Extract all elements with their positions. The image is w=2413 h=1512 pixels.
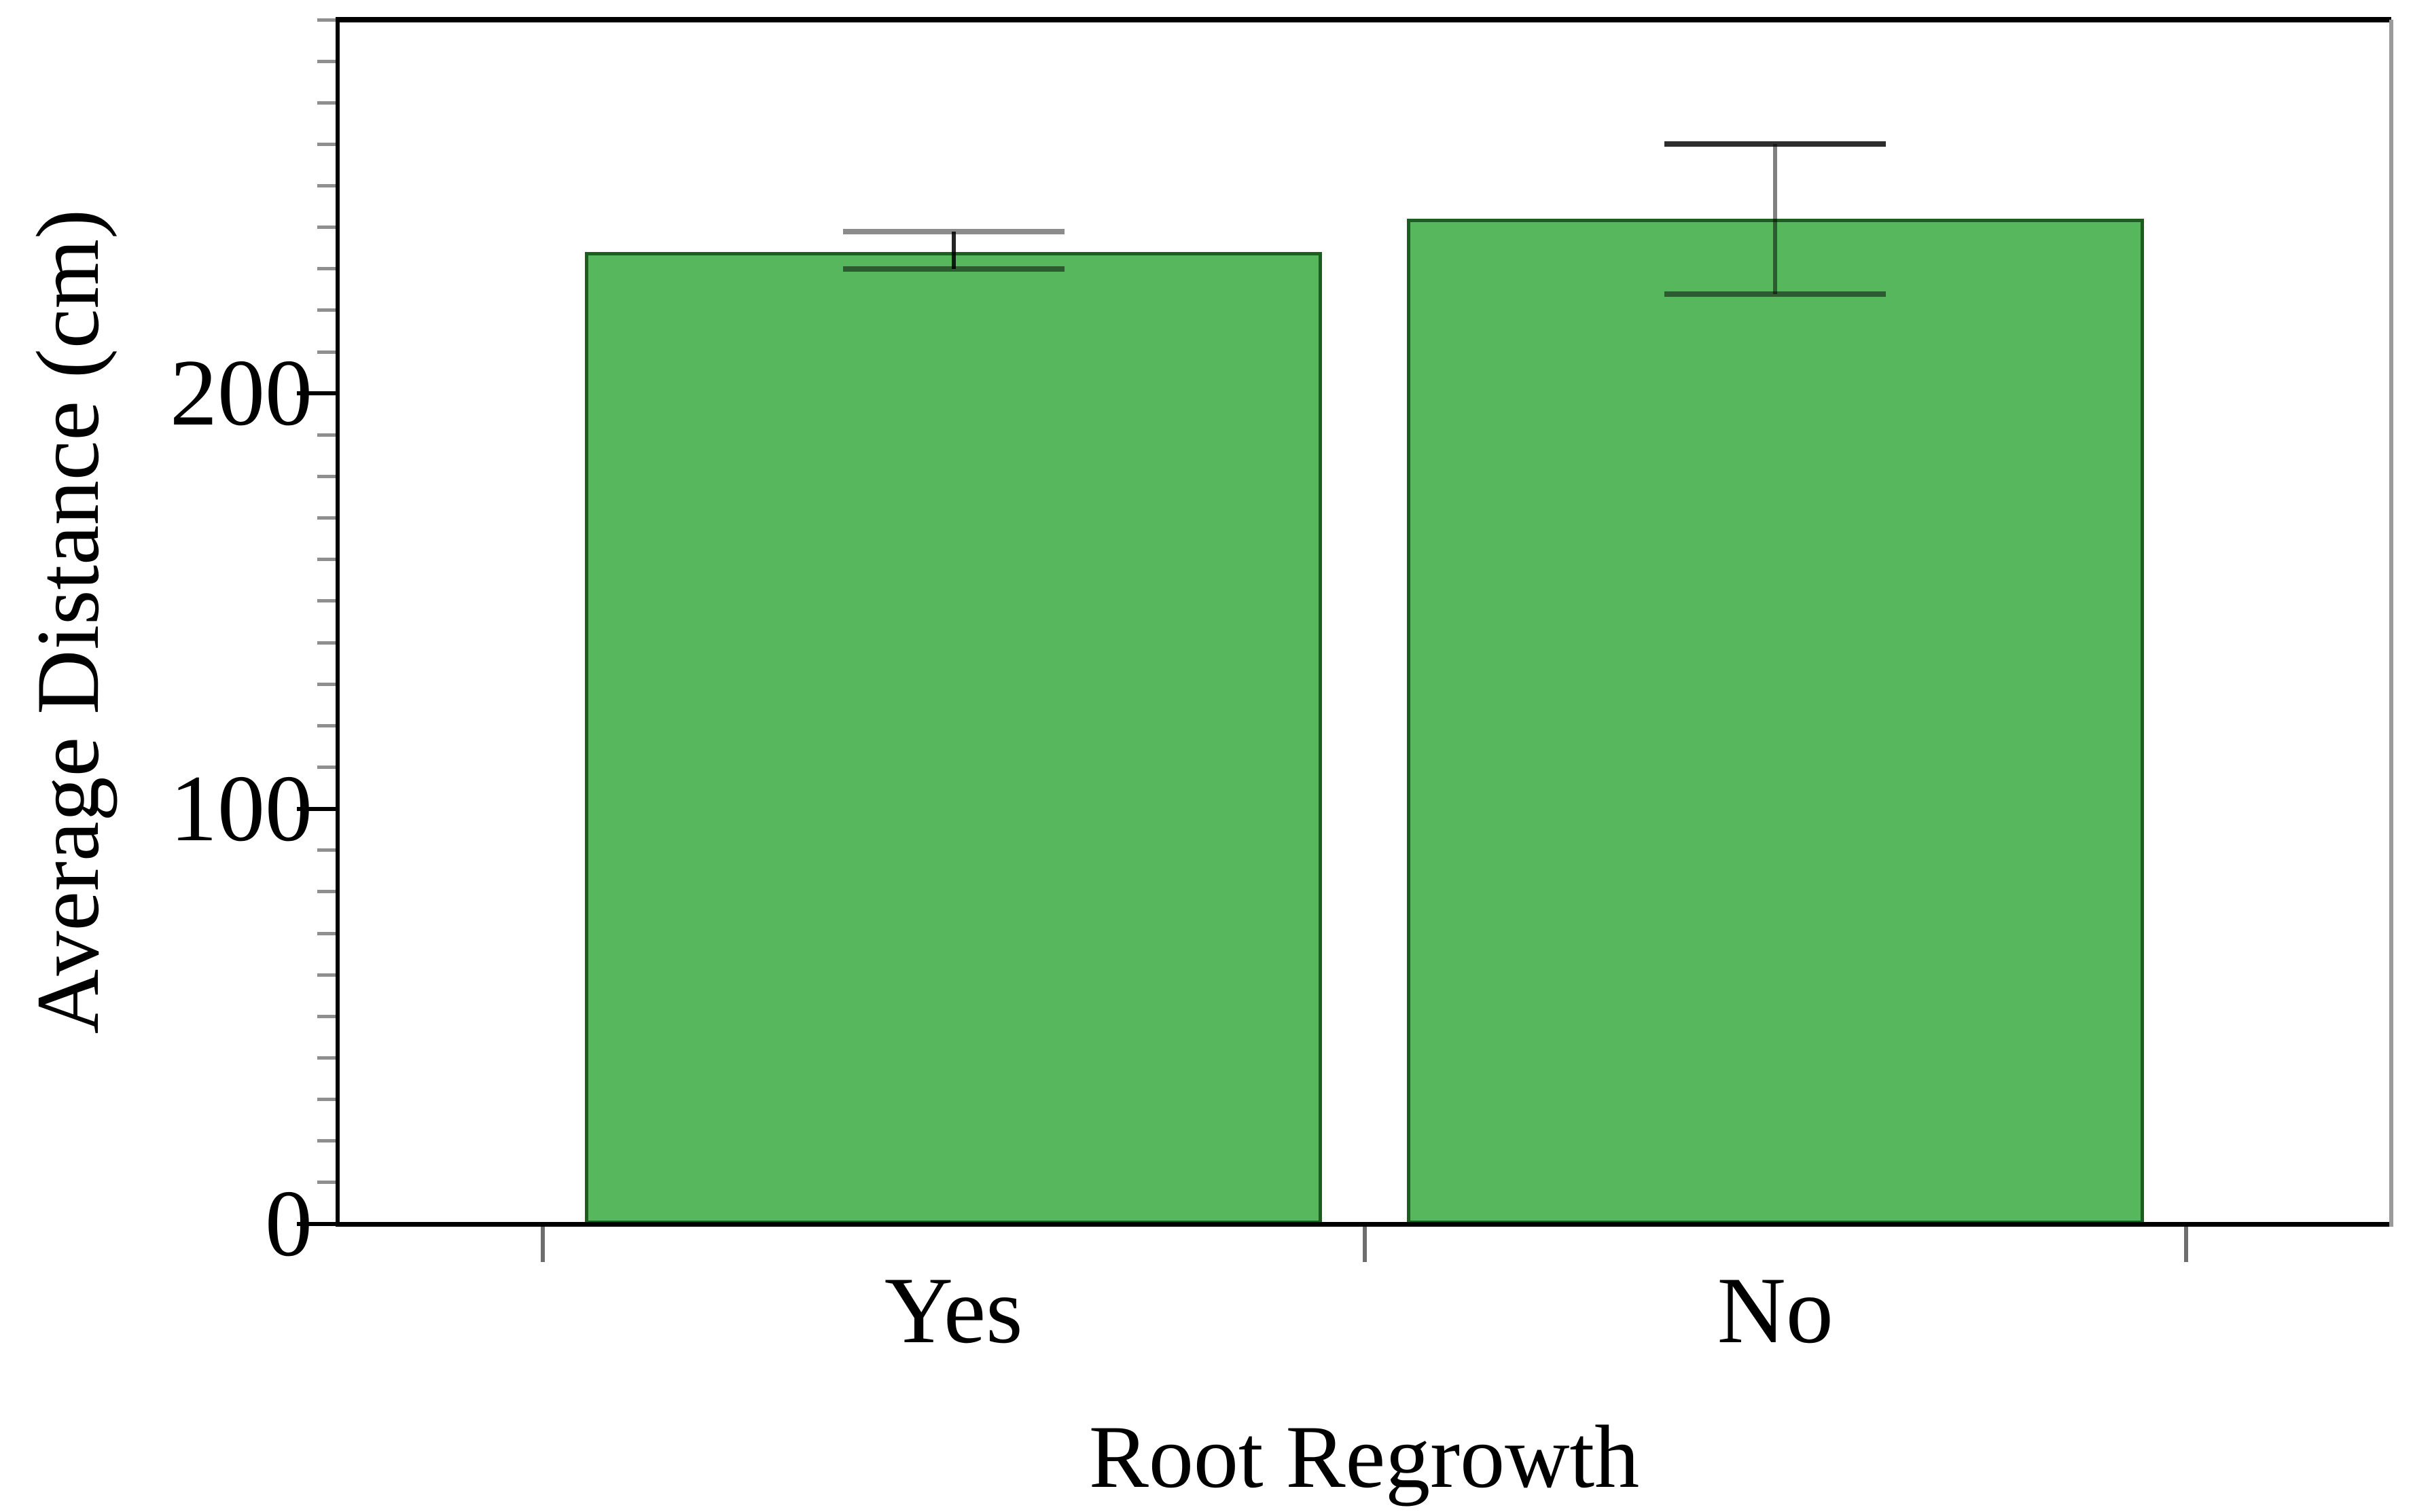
error-bar-bottom-cap [1664,291,1887,297]
plot-right-border [2389,20,2393,1227]
bar-no [1406,219,2144,1224]
x-category-label-no: No [1717,1258,1834,1363]
y-axis-minor-tick [317,599,338,603]
y-axis-minor-tick [317,1139,338,1143]
y-axis-minor-tick [317,890,338,894]
bar-yes [585,252,1323,1224]
y-axis-minor-tick [317,433,338,437]
y-tick-label: 200 [170,340,312,446]
y-axis-minor-tick [317,973,338,977]
plot-top-border [336,17,2391,22]
y-axis-minor-tick [317,765,338,769]
x-axis-tick [541,1224,545,1262]
y-axis-minor-tick [317,1181,338,1185]
y-axis-minor-tick [317,475,338,479]
y-tick-label: 100 [170,755,312,861]
y-axis-major-tick [297,391,338,396]
y-axis-minor-tick [317,101,338,105]
y-axis-minor-tick [317,267,338,271]
y-axis-title: Average Distance (cm) [18,209,118,1034]
x-axis-line [336,1222,2391,1227]
y-axis-minor-tick [317,1098,338,1102]
y-axis-minor-tick [317,723,338,727]
error-bar-stem [1773,144,1778,294]
y-axis-minor-tick [317,848,338,852]
y-axis-minor-tick [317,516,338,520]
y-tick-label: 0 [265,1171,312,1276]
y-axis-minor-tick [317,184,338,188]
x-axis-tick [2184,1224,2188,1262]
error-bar-top-cap [1664,141,1887,147]
y-axis-minor-tick [317,18,338,22]
y-axis-minor-tick [317,1014,338,1018]
y-axis-minor-tick [317,142,338,146]
error-bar-top-cap [842,228,1065,234]
y-axis-minor-tick [317,226,338,230]
x-axis-tick [1362,1224,1367,1262]
y-axis-major-tick [297,806,338,811]
error-bar-bottom-cap [842,266,1065,272]
y-axis-major-tick [297,1222,338,1226]
error-bar-stem [951,231,956,269]
x-category-label-yes: Yes [884,1258,1023,1363]
y-axis-minor-tick [317,59,338,63]
y-axis-minor-tick [317,558,338,562]
x-axis-title: Root Regrowth [1088,1407,1640,1507]
y-axis-line [336,20,340,1224]
y-axis-minor-tick [317,1056,338,1060]
y-axis-minor-tick [317,682,338,686]
y-axis-minor-tick [317,308,338,312]
y-axis-minor-tick [317,641,338,645]
y-axis-minor-tick [317,931,338,935]
y-axis-minor-tick [317,350,338,354]
